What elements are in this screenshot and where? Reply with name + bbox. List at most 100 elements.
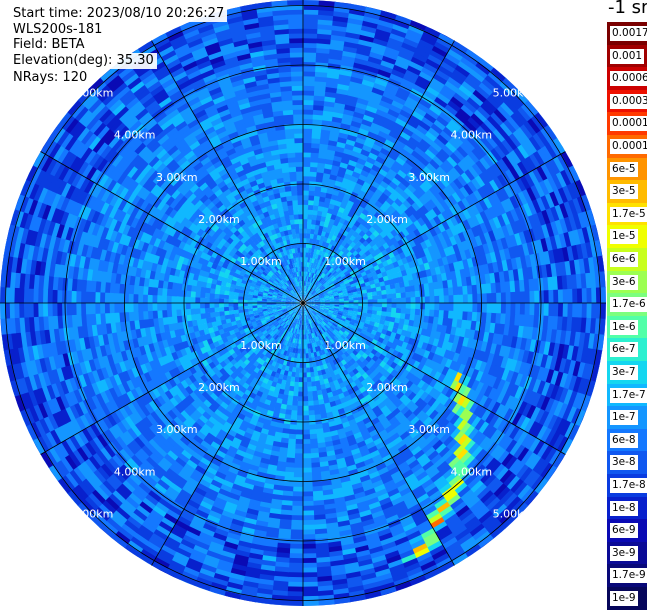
heatmap-cell bbox=[291, 525, 304, 531]
heatmap-cell bbox=[298, 392, 303, 398]
heatmap-cell bbox=[173, 588, 191, 600]
heatmap-cell bbox=[300, 349, 303, 355]
heatmap-cell bbox=[459, 28, 477, 42]
heatmap-cell bbox=[204, 600, 222, 607]
heatmap-cell bbox=[293, 472, 303, 478]
heatmap-cell bbox=[535, 500, 550, 517]
heatmap-cell bbox=[303, 453, 312, 459]
heatmap-cell bbox=[472, 556, 489, 570]
heatmap-cell bbox=[297, 415, 304, 421]
heatmap-cell bbox=[297, 406, 303, 412]
heatmap-cell bbox=[297, 411, 303, 417]
heatmap-cell bbox=[482, 293, 488, 303]
heatmap-cell bbox=[303, 406, 309, 412]
heatmap-cell bbox=[458, 295, 464, 304]
heatmap-cell bbox=[296, 420, 303, 426]
heatmap-cell bbox=[377, 299, 382, 303]
heatmap-cell bbox=[487, 46, 504, 61]
heatmap-cell bbox=[544, 303, 550, 317]
heatmap-cell bbox=[396, 298, 402, 304]
heatmap-cell bbox=[535, 90, 550, 107]
heatmap-cell bbox=[302, 515, 314, 521]
heatmap-cell bbox=[303, 161, 311, 167]
heatmap-cell bbox=[387, 298, 392, 303]
heatmap-cell bbox=[303, 392, 308, 398]
heatmap-cell bbox=[373, 299, 379, 303]
heatmap-cell bbox=[555, 473, 569, 490]
heatmap-cell bbox=[303, 238, 307, 243]
heatmap-cell bbox=[561, 133, 574, 150]
heatmap-cell bbox=[415, 303, 421, 310]
heatmap-cell bbox=[160, 577, 178, 589]
heatmap-cell bbox=[499, 535, 516, 550]
heatmap-cell bbox=[302, 553, 316, 559]
heatmap-cell bbox=[382, 596, 400, 606]
heatmap-cell bbox=[392, 298, 398, 303]
heatmap-cell bbox=[294, 453, 303, 459]
heatmap-cell bbox=[384, 0, 402, 6]
heatmap-cell bbox=[459, 565, 477, 579]
heatmap-cell bbox=[303, 506, 314, 512]
heatmap-cell bbox=[397, 590, 415, 601]
heatmap-cell bbox=[399, 595, 417, 606]
heatmap-cell bbox=[600, 205, 607, 223]
heatmap-cell bbox=[303, 195, 309, 201]
heatmap-cell bbox=[303, 434, 311, 440]
heatmap-cell bbox=[303, 185, 310, 191]
heatmap-cell bbox=[595, 383, 605, 401]
heatmap-cell bbox=[430, 303, 436, 310]
heatmap-cell bbox=[420, 297, 426, 304]
heatmap-cell bbox=[411, 303, 417, 309]
heatmap-cell bbox=[303, 382, 308, 388]
heatmap-cell bbox=[515, 292, 521, 304]
heatmap-cell bbox=[303, 439, 311, 445]
heatmap-cell bbox=[413, 11, 431, 22]
heatmap-cell bbox=[449, 303, 455, 311]
heatmap-cell bbox=[372, 295, 378, 299]
heatmap-cell bbox=[534, 303, 540, 316]
heatmap-cell bbox=[453, 295, 459, 304]
heatmap-cell bbox=[303, 138, 312, 144]
heatmap-cell bbox=[463, 294, 469, 303]
heatmap-cell bbox=[463, 303, 469, 312]
heatmap-cell bbox=[573, 445, 586, 463]
heatmap-cell bbox=[565, 459, 579, 477]
heatmap-cell bbox=[303, 449, 311, 455]
heatmap-cell bbox=[303, 233, 307, 238]
heatmap-cell bbox=[434, 296, 440, 304]
heatmap-cell bbox=[445, 20, 463, 33]
heatmap-cell bbox=[383, 600, 401, 607]
heatmap-cell bbox=[415, 6, 433, 18]
heatmap-cell bbox=[302, 525, 315, 531]
heatmap-cell bbox=[351, 0, 369, 2]
heatmap-cell bbox=[303, 128, 313, 134]
heatmap-cell bbox=[544, 290, 550, 304]
heatmap-cell bbox=[303, 180, 310, 186]
heatmap-cell bbox=[129, 565, 147, 579]
heatmap-cell bbox=[569, 443, 582, 461]
heatmap-cell bbox=[545, 487, 560, 504]
heatmap-cell bbox=[569, 147, 582, 165]
heatmap-cell bbox=[401, 298, 407, 304]
heatmap-cell bbox=[383, 1, 401, 11]
heatmap-cell bbox=[439, 296, 445, 304]
heatmap-cell bbox=[303, 415, 310, 421]
heatmap-cell bbox=[596, 206, 606, 224]
heatmap-cell bbox=[382, 303, 388, 308]
heatmap-cell bbox=[303, 463, 312, 469]
heatmap-cell bbox=[427, 577, 445, 589]
heatmap-cell bbox=[78, 523, 94, 539]
heatmap-cell bbox=[425, 296, 431, 303]
heatmap-cell bbox=[297, 401, 303, 407]
heatmap-cell bbox=[296, 425, 303, 431]
heatmap-cell bbox=[294, 463, 303, 469]
heatmap-cell bbox=[303, 247, 306, 252]
heatmap-cell bbox=[584, 176, 596, 194]
heatmap-cell bbox=[413, 584, 431, 596]
heatmap-cell bbox=[293, 482, 303, 488]
heatmap-cell bbox=[303, 401, 309, 407]
heatmap-cell bbox=[295, 444, 303, 450]
heatmap-cell bbox=[453, 303, 459, 312]
heatmap-cell bbox=[406, 303, 412, 309]
heatmap-cell bbox=[299, 373, 303, 379]
